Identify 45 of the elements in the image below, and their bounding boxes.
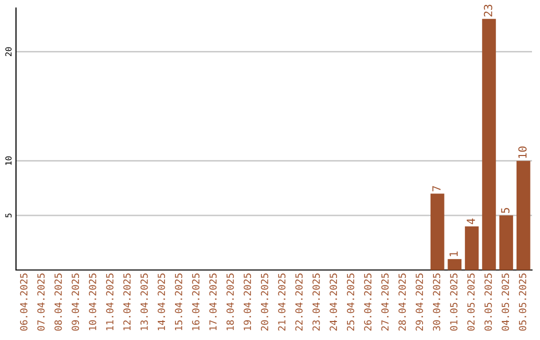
x-tick-label: 22.04.2025: [295, 274, 303, 331]
x-tick-label: 26.04.2025: [364, 274, 372, 331]
x-tick-label: 04.05.2025: [502, 274, 510, 331]
data-label: 10: [518, 146, 527, 158]
bar: [448, 259, 462, 270]
bar: [482, 18, 496, 270]
x-tick-label: 11.04.2025: [106, 274, 114, 330]
x-tick-label: 07.04.2025: [37, 274, 45, 331]
x-tick-label: 03.05.2025: [484, 274, 492, 331]
x-tick-label: 18.04.2025: [226, 274, 234, 330]
x-tick-label: 25.04.2025: [346, 274, 354, 331]
x-tick-label: 29.04.2025: [416, 274, 424, 331]
x-tick-label: 01.05.2025: [450, 274, 458, 331]
data-label: 5: [501, 208, 510, 214]
x-tick-label: 13.04.2025: [140, 274, 148, 330]
x-tick-label: 06.04.2025: [20, 274, 28, 331]
x-tick-label: 12.04.2025: [123, 274, 131, 330]
bar: [516, 160, 530, 270]
x-tick-label: 23.04.2025: [312, 274, 320, 331]
x-tick-label: 10.04.2025: [88, 274, 96, 330]
y-tick-label: 5: [5, 214, 12, 218]
data-label: 4: [466, 218, 475, 224]
bar: [464, 226, 479, 270]
x-tick-label: 30.04.2025: [432, 274, 440, 331]
x-tick-label: 08.04.2025: [54, 274, 62, 331]
x-tick-label: 20.04.2025: [260, 274, 268, 331]
x-tick-label: 27.04.2025: [381, 274, 389, 331]
data-label: 23: [484, 4, 492, 16]
y-tick-label: 10: [5, 156, 12, 165]
x-tick-label: 16.04.2025: [192, 274, 200, 330]
x-tick-label: 15.04.2025: [174, 274, 182, 330]
x-tick-label: 05.05.2025: [518, 274, 526, 331]
x-tick-label: 24.04.2025: [330, 274, 338, 331]
x-tick-label: 28.04.2025: [398, 274, 406, 331]
data-label: 7: [432, 186, 440, 192]
x-tick-label: 09.04.2025: [72, 274, 80, 331]
bar: [499, 215, 514, 270]
x-tick-label: 02.05.2025: [467, 274, 475, 331]
x-tick-label: 17.04.2025: [209, 274, 217, 330]
bar: [430, 194, 444, 270]
x-tick-label: 19.04.2025: [244, 274, 252, 330]
y-tick-label: 20: [5, 47, 12, 56]
x-tick-label: 21.04.2025: [278, 274, 286, 331]
x-tick-label: 14.04.2025: [158, 274, 166, 330]
data-label: 1: [450, 252, 458, 256]
